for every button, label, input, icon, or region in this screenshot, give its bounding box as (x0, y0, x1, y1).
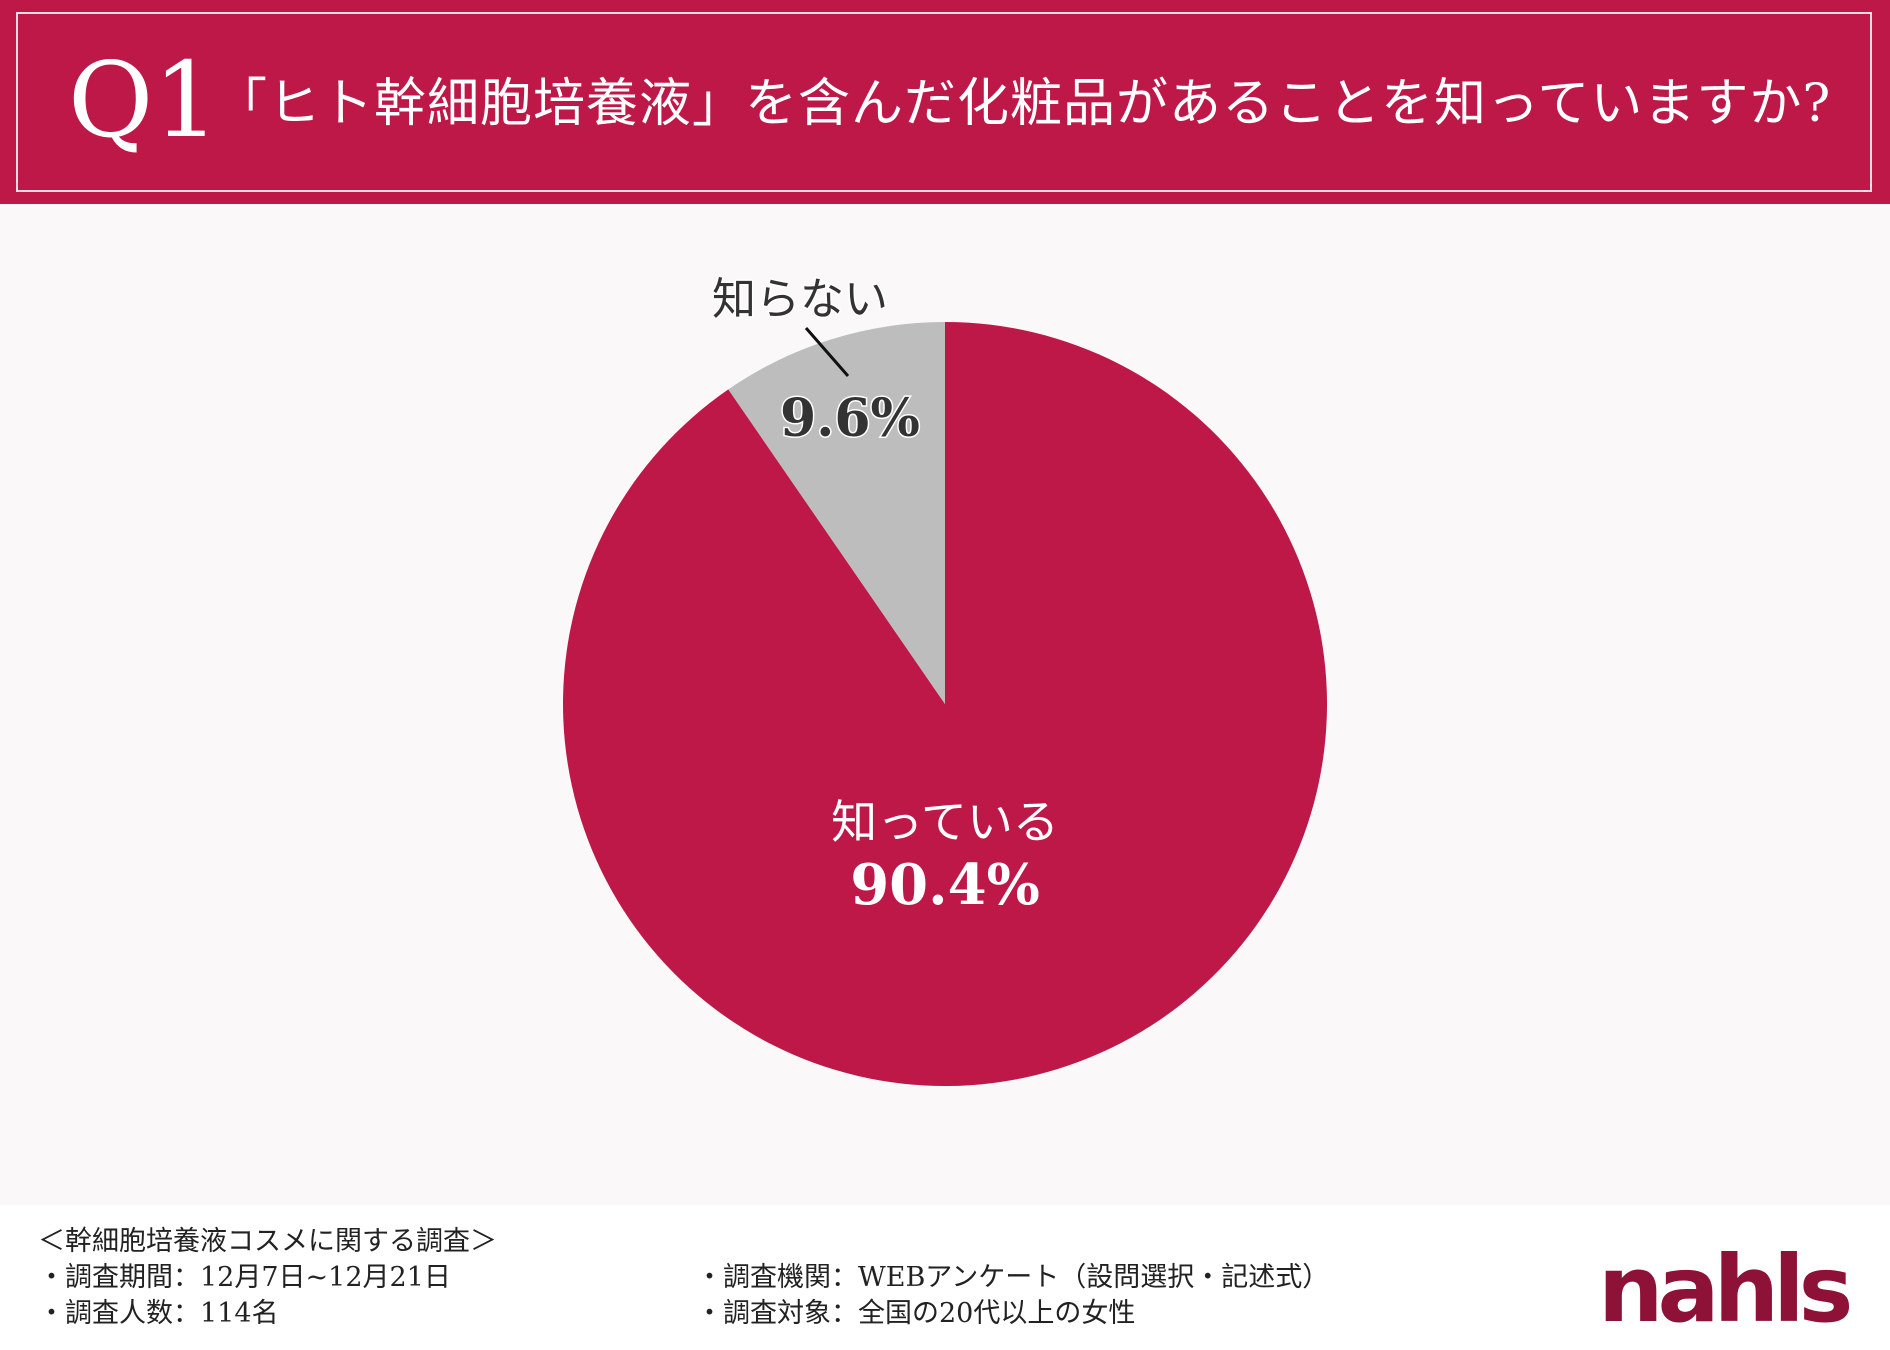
slice-label-unknown-name: 知らない (712, 274, 888, 325)
question-number: Q1 (68, 39, 220, 161)
survey-organization: ・調査機関：WEBアンケート（設問選択・記述式） (696, 1262, 1330, 1293)
slice-label-known-name: 知っている (831, 795, 1059, 849)
header-frame (16, 12, 1872, 192)
survey-title: ＜幹細胞培養液コスメに関する調査＞ (38, 1226, 497, 1257)
survey-target: ・調査対象：全国の20代以上の女性 (696, 1298, 1136, 1329)
slice-label-known-value: 90.4% (850, 852, 1040, 918)
survey-respondents: ・調査人数：114名 (38, 1298, 279, 1329)
footer (0, 1205, 1890, 1350)
header-banner: Q1 「ヒト幹細胞培養液」を含んだ化粧品があることを知っていますか? (0, 0, 1890, 204)
survey-period: ・調査期間：12月7日~12月21日 (38, 1262, 451, 1293)
leader-line (804, 327, 850, 377)
question-text: 「ヒト幹細胞培養液」を含んだ化粧品があることを知っていますか? (215, 74, 1832, 134)
nahls-logo: nahls (1598, 1236, 1853, 1343)
slice-label-unknown-value: 9.6% (780, 388, 920, 449)
pie-slice-unknown (728, 322, 945, 704)
